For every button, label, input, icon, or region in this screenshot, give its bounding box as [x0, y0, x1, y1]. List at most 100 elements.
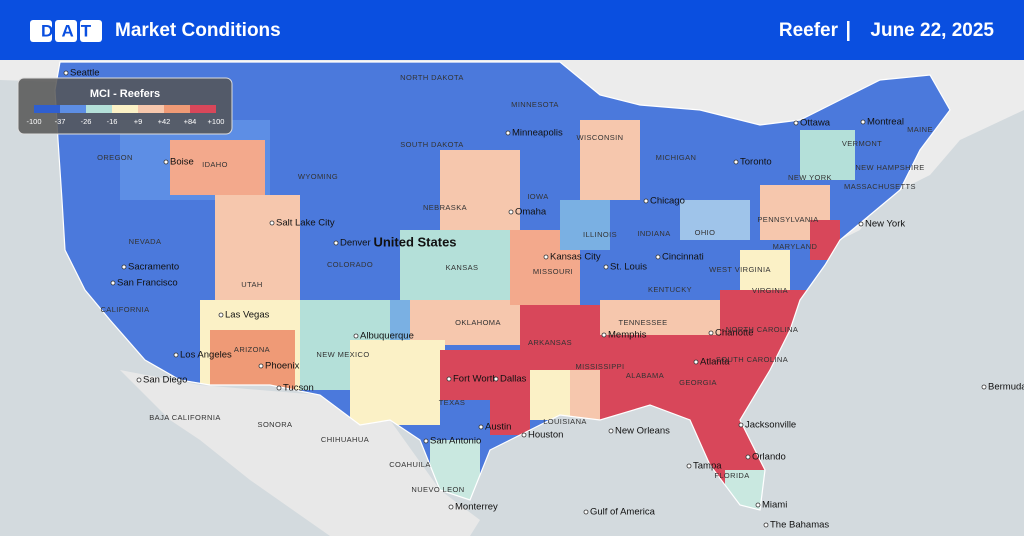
city-label: Chicago — [650, 196, 685, 207]
logo-box — [55, 20, 77, 42]
city-dot — [763, 522, 769, 528]
region-label: NORTH DAKOTA — [400, 73, 464, 82]
region-label: VERMONT — [842, 139, 882, 148]
city-label: Cincinnati — [662, 252, 704, 263]
region-label: MISSOURI — [533, 267, 573, 276]
city-dot — [521, 432, 527, 438]
city-dot — [276, 385, 282, 391]
city-label: Memphis — [608, 330, 647, 341]
region — [580, 120, 640, 200]
header-bar — [0, 0, 1024, 60]
city-dot — [755, 502, 761, 508]
region-label: FLORIDA — [714, 471, 749, 480]
region-label: WYOMING — [298, 172, 338, 181]
city-dot — [608, 428, 614, 434]
city-label: Houston — [528, 430, 563, 441]
region-label: MINNESOTA — [511, 100, 559, 109]
region-label: WEST VIRGINIA — [709, 265, 771, 274]
city-dot — [448, 504, 454, 510]
region-label: MARYLAND — [773, 242, 818, 251]
region-label: TENNESSEE — [618, 318, 667, 327]
region-label: OKLAHOMA — [455, 318, 501, 327]
city-dot — [860, 119, 866, 125]
city-dot — [121, 264, 127, 270]
region — [530, 370, 570, 420]
city-dot — [981, 384, 987, 390]
city-label: San Diego — [143, 375, 187, 386]
city-label: San Antonio — [430, 436, 481, 447]
region-label: MAINE — [907, 125, 933, 134]
region-label: COAHUILA — [389, 460, 431, 469]
city-label: Atlanta — [700, 357, 730, 368]
region — [680, 200, 750, 240]
legend-scale: -100 -37 -26 -16 +9 +42 +84 +100 — [26, 105, 224, 126]
city-label: New York — [865, 219, 905, 230]
region-label: SOUTH DAKOTA — [400, 140, 463, 149]
region-label: COLORADO — [327, 260, 373, 269]
city-label: Austin — [485, 422, 511, 433]
city-label: Orlando — [752, 452, 786, 463]
region-label: ALABAMA — [626, 371, 664, 380]
city-dot — [423, 438, 429, 444]
legend-swatch — [190, 105, 216, 113]
equipment: Reefer — [779, 20, 839, 41]
city-label: The Bahamas — [770, 520, 829, 531]
city-label: Sacramento — [128, 262, 179, 273]
region-label: TEXAS — [439, 398, 466, 407]
region — [350, 340, 445, 425]
city-dot — [543, 254, 549, 260]
region-label: CHIHUAHUA — [321, 435, 369, 444]
city-dot — [601, 332, 607, 338]
region-label: KANSAS — [446, 263, 479, 272]
city-label: Miami — [762, 500, 787, 511]
city-dot — [686, 463, 692, 469]
region — [560, 200, 610, 250]
legend-label: -26 — [81, 117, 92, 126]
region-label: MISSISSIPPI — [576, 362, 625, 371]
city-label: Charlotte — [715, 328, 754, 339]
city-label: Denver — [340, 238, 371, 249]
region-label: ARKANSAS — [528, 338, 572, 347]
region-label: NORTH CAROLINA — [726, 325, 799, 334]
city-dot — [745, 454, 751, 460]
city-dot — [738, 422, 744, 428]
city-label: Minneapolis — [512, 128, 563, 139]
city-label: San Francisco — [117, 278, 178, 289]
city-dot — [446, 376, 452, 382]
city-dot — [508, 209, 514, 215]
region-label: IOWA — [527, 192, 548, 201]
city-label: New Orleans — [615, 426, 670, 437]
city-dot — [708, 330, 714, 336]
region-label: BAJA CALIFORNIA — [149, 413, 220, 422]
region — [440, 400, 490, 440]
city-label: Toronto — [740, 157, 772, 168]
region-label: ILLINOIS — [583, 230, 617, 239]
region-label: OHIO — [695, 228, 716, 237]
city-label: Los Angeles — [180, 350, 232, 361]
region — [410, 300, 520, 345]
city-label: Phoenix — [265, 361, 300, 372]
region-label: NEW MEXICO — [316, 350, 369, 359]
city-label: Salt Lake City — [276, 218, 335, 229]
region-label: NEW YORK — [788, 173, 832, 182]
city-dot — [643, 198, 649, 204]
legend-label: -100 — [26, 117, 41, 126]
city-dot — [353, 333, 359, 339]
city-label: Boise — [170, 157, 194, 168]
region — [400, 230, 510, 300]
city-label: Montreal — [867, 117, 904, 128]
region-label: WISCONSIN — [577, 133, 624, 142]
city-dot — [693, 359, 699, 365]
legend-label: -16 — [107, 117, 118, 126]
mexico — [120, 370, 480, 536]
city-dot — [173, 352, 179, 358]
logo: DAT — [41, 21, 99, 40]
region — [740, 250, 790, 290]
city-label: Dallas — [500, 374, 527, 385]
legend-label: -37 — [55, 117, 66, 126]
country-label: United States — [373, 234, 456, 249]
city-dot — [505, 130, 511, 136]
city-dot — [110, 280, 116, 286]
